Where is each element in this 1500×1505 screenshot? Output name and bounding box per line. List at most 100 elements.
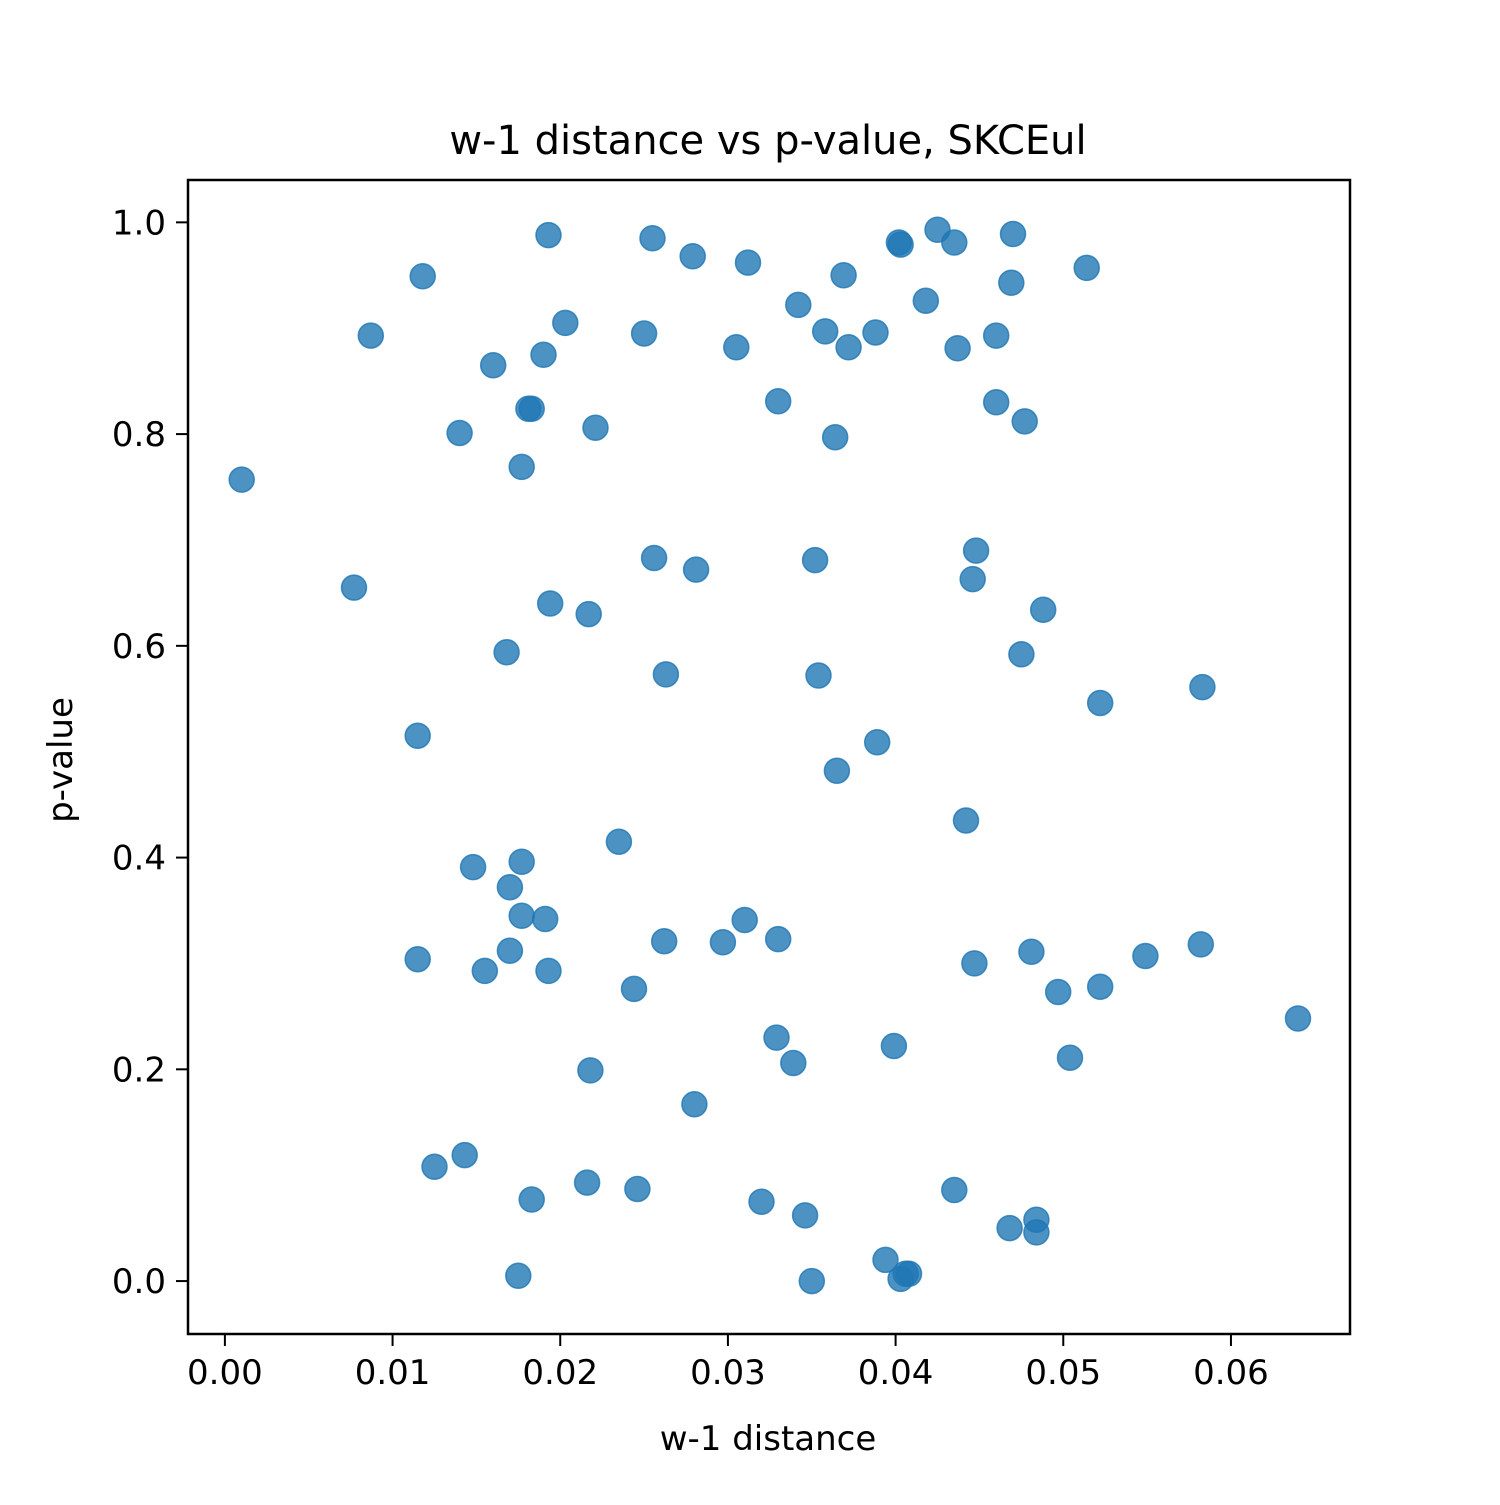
y-tick-label: 0.8 — [112, 415, 166, 455]
x-tick-label: 0.06 — [1193, 1353, 1269, 1393]
data-point — [446, 419, 473, 447]
data-point — [451, 1141, 478, 1169]
data-point — [1189, 673, 1216, 701]
data-point — [479, 352, 507, 379]
data-point — [731, 906, 758, 934]
x-tick-label: 0.05 — [1025, 1353, 1101, 1393]
data-point — [811, 318, 839, 345]
chart-title: w-1 distance vs p-value, SKCEul — [449, 118, 1086, 164]
data-point — [880, 1032, 908, 1060]
data-point — [340, 574, 368, 601]
data-point — [1132, 942, 1159, 970]
data-point — [505, 1262, 532, 1290]
data-point — [1008, 641, 1035, 668]
data-point — [639, 224, 666, 252]
data-point — [531, 905, 559, 933]
data-point — [801, 546, 829, 574]
data-point — [518, 1186, 545, 1213]
data-point — [508, 902, 535, 930]
y-tick-label: 0.0 — [112, 1262, 166, 1302]
x-axis-ticks: 0.00 0.01 0.02 0.03 0.04 0.05 0.06 — [187, 1334, 1269, 1393]
data-point — [763, 1024, 790, 1051]
data-point — [872, 1246, 899, 1274]
x-tick-label: 0.03 — [690, 1353, 766, 1393]
data-point — [518, 395, 545, 422]
data-point — [952, 807, 980, 834]
data-point — [734, 249, 762, 276]
y-tick-label: 0.6 — [112, 627, 166, 667]
data-point — [862, 319, 889, 346]
x-axis-label: w-1 distance — [660, 1419, 877, 1459]
data-point — [228, 466, 255, 493]
data-point — [409, 263, 436, 290]
y-tick-label: 1.0 — [112, 203, 166, 243]
data-point — [895, 1260, 923, 1287]
y-axis-ticks: 0.0 0.2 0.4 0.6 0.8 1.0 — [112, 203, 188, 1302]
data-point — [941, 229, 968, 256]
data-point — [536, 590, 564, 617]
data-point — [682, 556, 710, 583]
data-point — [709, 929, 737, 956]
data-point — [620, 975, 648, 1003]
data-point — [999, 220, 1027, 248]
data-point — [630, 320, 658, 347]
data-point — [1029, 596, 1057, 624]
data-point — [944, 335, 971, 362]
data-point — [640, 544, 668, 572]
data-point — [996, 1214, 1023, 1242]
data-point — [573, 1169, 601, 1196]
data-point — [887, 231, 914, 258]
data-point — [605, 828, 633, 855]
data-point — [535, 957, 562, 985]
data-point — [959, 565, 986, 593]
x-tick-label: 0.00 — [187, 1353, 263, 1393]
data-point — [798, 1267, 826, 1295]
y-tick-label: 0.2 — [112, 1050, 166, 1090]
data-point — [764, 925, 792, 953]
data-point — [962, 537, 990, 564]
plot-area-frame — [186, 178, 1352, 1336]
data-point — [1044, 978, 1072, 1006]
data-point — [785, 291, 812, 319]
data-point — [508, 453, 535, 481]
data-point — [552, 309, 579, 337]
data-point — [404, 945, 431, 973]
data-point — [835, 334, 862, 361]
data-point — [681, 1091, 708, 1118]
data-point — [404, 722, 431, 750]
data-point — [1023, 1219, 1050, 1246]
data-point — [863, 728, 891, 756]
data-point — [496, 937, 524, 964]
data-point — [961, 950, 988, 977]
data-point — [459, 853, 487, 881]
data-point — [982, 322, 1010, 349]
data-point — [821, 424, 849, 451]
data-point — [535, 221, 562, 249]
data-point — [421, 1153, 448, 1180]
data-point — [1018, 938, 1045, 966]
data-point — [823, 757, 851, 785]
data-point — [679, 242, 706, 270]
data-point — [1086, 689, 1114, 717]
data-point — [780, 1049, 807, 1077]
data-point — [941, 1176, 968, 1204]
data-point — [1284, 1005, 1312, 1032]
data-point — [508, 848, 535, 876]
data-point — [650, 927, 678, 955]
data-point — [1056, 1044, 1084, 1071]
data-point — [624, 1175, 651, 1203]
points-layer — [228, 216, 1312, 1295]
data-point — [1187, 931, 1215, 958]
data-point — [582, 414, 609, 441]
data-point — [912, 287, 940, 314]
data-point — [652, 661, 680, 688]
x-tick-label: 0.04 — [858, 1353, 934, 1393]
data-point — [748, 1188, 775, 1215]
data-point — [830, 262, 857, 289]
data-point — [530, 341, 557, 368]
data-point — [577, 1057, 604, 1084]
data-point — [764, 388, 792, 415]
data-point — [1073, 254, 1100, 282]
